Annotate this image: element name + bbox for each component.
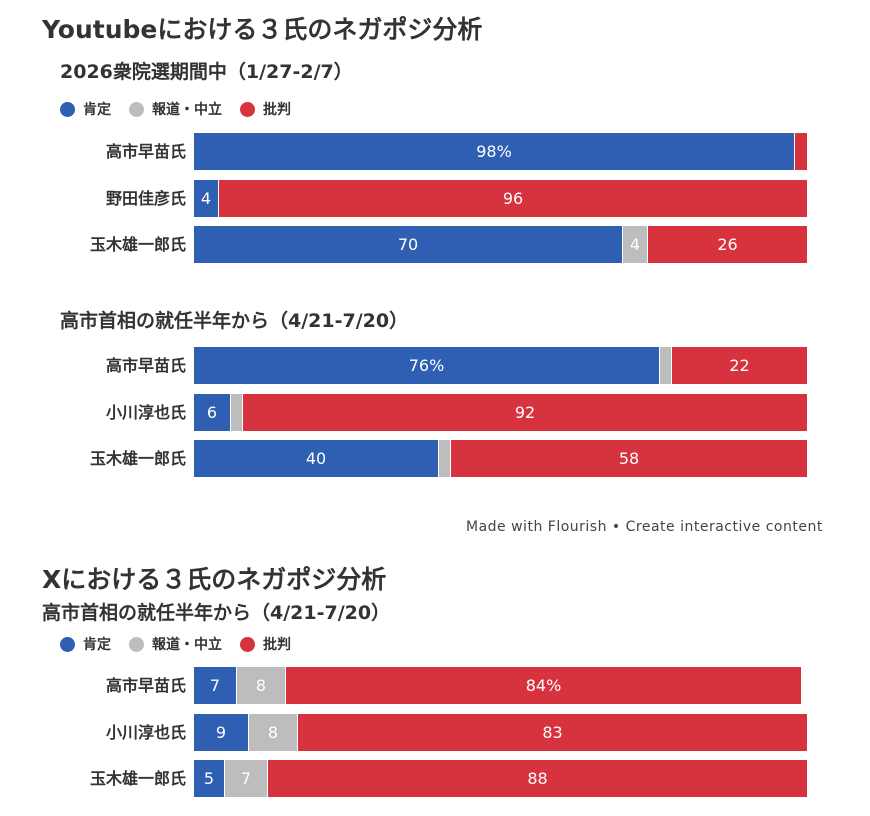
row-label: 玉木雄一郎氏 [89,449,186,468]
legend-positive-dot [60,101,75,117]
bar-value-label: 76% [408,356,445,375]
bar-segment-positive[interactable]: 9 [194,714,248,751]
bar-segment-positive[interactable]: 4 [194,180,218,217]
bar-segment-negative[interactable]: 92 [243,394,807,431]
bar-row[interactable]: 7 8 84% [194,667,807,704]
chart1-subtitle: 2026衆院選期間中（1/27-2/7） [60,61,353,83]
bar-segment-neutral[interactable] [231,394,242,431]
bar-row[interactable]: 6 92 [194,394,807,431]
bar-value-label: 4 [200,189,212,208]
legend-positive-label: 肯定 [83,102,111,118]
bar-value-label: 70 [397,235,419,254]
chart1-legend: 肯定 報道・中立 批判 [60,99,309,119]
bar-segment-negative[interactable] [795,133,807,170]
chart3-legend: 肯定 報道・中立 批判 [60,634,309,654]
bar-row[interactable]: 40 58 [194,440,807,477]
bar-row[interactable]: 9 8 83 [194,714,807,751]
row-label: 玉木雄一郎氏 [89,235,186,254]
row-label: 小川淳也氏 [105,723,186,742]
x-main-title: Xにおける３氏のネガポジ分析 [42,565,387,594]
legend-neutral-dot [129,101,144,117]
bar-segment-positive[interactable]: 70 [194,226,622,263]
bar-segment-neutral[interactable] [439,440,450,477]
chart3-subtitle: 高市首相の就任半年から（4/21-7/20） [42,602,391,624]
bar-value-label: 92 [514,403,536,422]
row-label: 野田佳彦氏 [105,189,186,208]
bar-value-label: 84% [525,676,562,695]
bar-value-label: 8 [267,723,279,742]
bar-segment-neutral[interactable]: 8 [237,667,285,704]
bar-value-label: 98% [476,142,512,161]
bar-row[interactable]: 4 96 [194,180,807,217]
legend-positive-dot [60,636,75,652]
bar-value-label: 8 [255,676,267,695]
chart2-subtitle: 高市首相の就任半年から（4/21-7/20） [60,310,409,332]
legend-positive[interactable]: 肯定 [60,634,111,654]
legend-negative-dot [240,101,255,117]
bar-segment-neutral[interactable]: 8 [249,714,297,751]
row-label: 小川淳也氏 [105,403,186,422]
legend-neutral-label: 報道・中立 [152,637,222,653]
bar-value-label: 6 [206,403,218,422]
flourish-footer-link[interactable]: Made with Flourish • Create interactive … [466,519,823,535]
legend-negative-dot [240,636,255,652]
bar-segment-neutral[interactable]: 7 [225,760,267,797]
legend-positive[interactable]: 肯定 [60,99,111,119]
bar-value-label: 4 [629,235,641,254]
bar-row[interactable]: 98% [194,133,807,170]
bar-value-label: 88 [527,769,548,788]
legend-positive-label: 肯定 [83,637,111,653]
legend-neutral[interactable]: 報道・中立 [129,99,222,119]
legend-neutral-dot [129,636,144,652]
bar-segment-positive[interactable]: 40 [194,440,438,477]
legend-negative-label: 批判 [263,102,291,118]
bar-segment-negative[interactable]: 22 [672,347,807,384]
bar-row[interactable]: 70 4 26 [194,226,807,263]
row-label: 玉木雄一郎氏 [89,769,186,788]
bar-row[interactable]: 76% 22 [194,347,807,384]
bar-value-label: 7 [240,769,252,788]
bar-segment-positive[interactable]: 76% [194,347,659,384]
bar-value-label: 96 [502,189,524,208]
bar-row[interactable]: 5 7 88 [194,760,807,797]
bar-value-label: 58 [618,449,640,468]
legend-negative-label: 批判 [263,637,291,653]
bar-segment-neutral[interactable]: 4 [623,226,647,263]
bar-value-label: 40 [305,449,327,468]
bar-value-label: 83 [542,723,563,742]
bar-segment-positive[interactable]: 5 [194,760,224,797]
legend-neutral[interactable]: 報道・中立 [129,634,222,654]
bar-segment-negative[interactable]: 26 [648,226,807,263]
bar-segment-negative[interactable]: 84% [286,667,801,704]
bar-segment-positive[interactable]: 6 [194,394,230,431]
youtube-main-title: Youtubeにおける３氏のネガポジ分析 [42,15,483,44]
bar-segment-negative[interactable]: 96 [219,180,807,217]
bar-value-label: 26 [717,235,738,254]
legend-neutral-label: 報道・中立 [152,102,222,118]
bar-segment-neutral[interactable] [660,347,671,384]
row-label: 高市早苗氏 [105,356,186,375]
bar-segment-negative[interactable]: 88 [268,760,807,797]
legend-negative[interactable]: 批判 [240,634,291,654]
bar-segment-positive[interactable]: 7 [194,667,236,704]
legend-negative[interactable]: 批判 [240,99,291,119]
row-label: 高市早苗氏 [105,142,186,161]
bar-value-label: 9 [215,723,227,742]
bar-segment-positive[interactable]: 98% [194,133,794,170]
bar-value-label: 7 [209,676,221,695]
bar-segment-negative[interactable]: 83 [298,714,807,751]
bar-value-label: 5 [203,769,215,788]
row-label: 高市早苗氏 [105,676,186,695]
bar-segment-negative[interactable]: 58 [451,440,807,477]
bar-value-label: 22 [729,356,750,375]
